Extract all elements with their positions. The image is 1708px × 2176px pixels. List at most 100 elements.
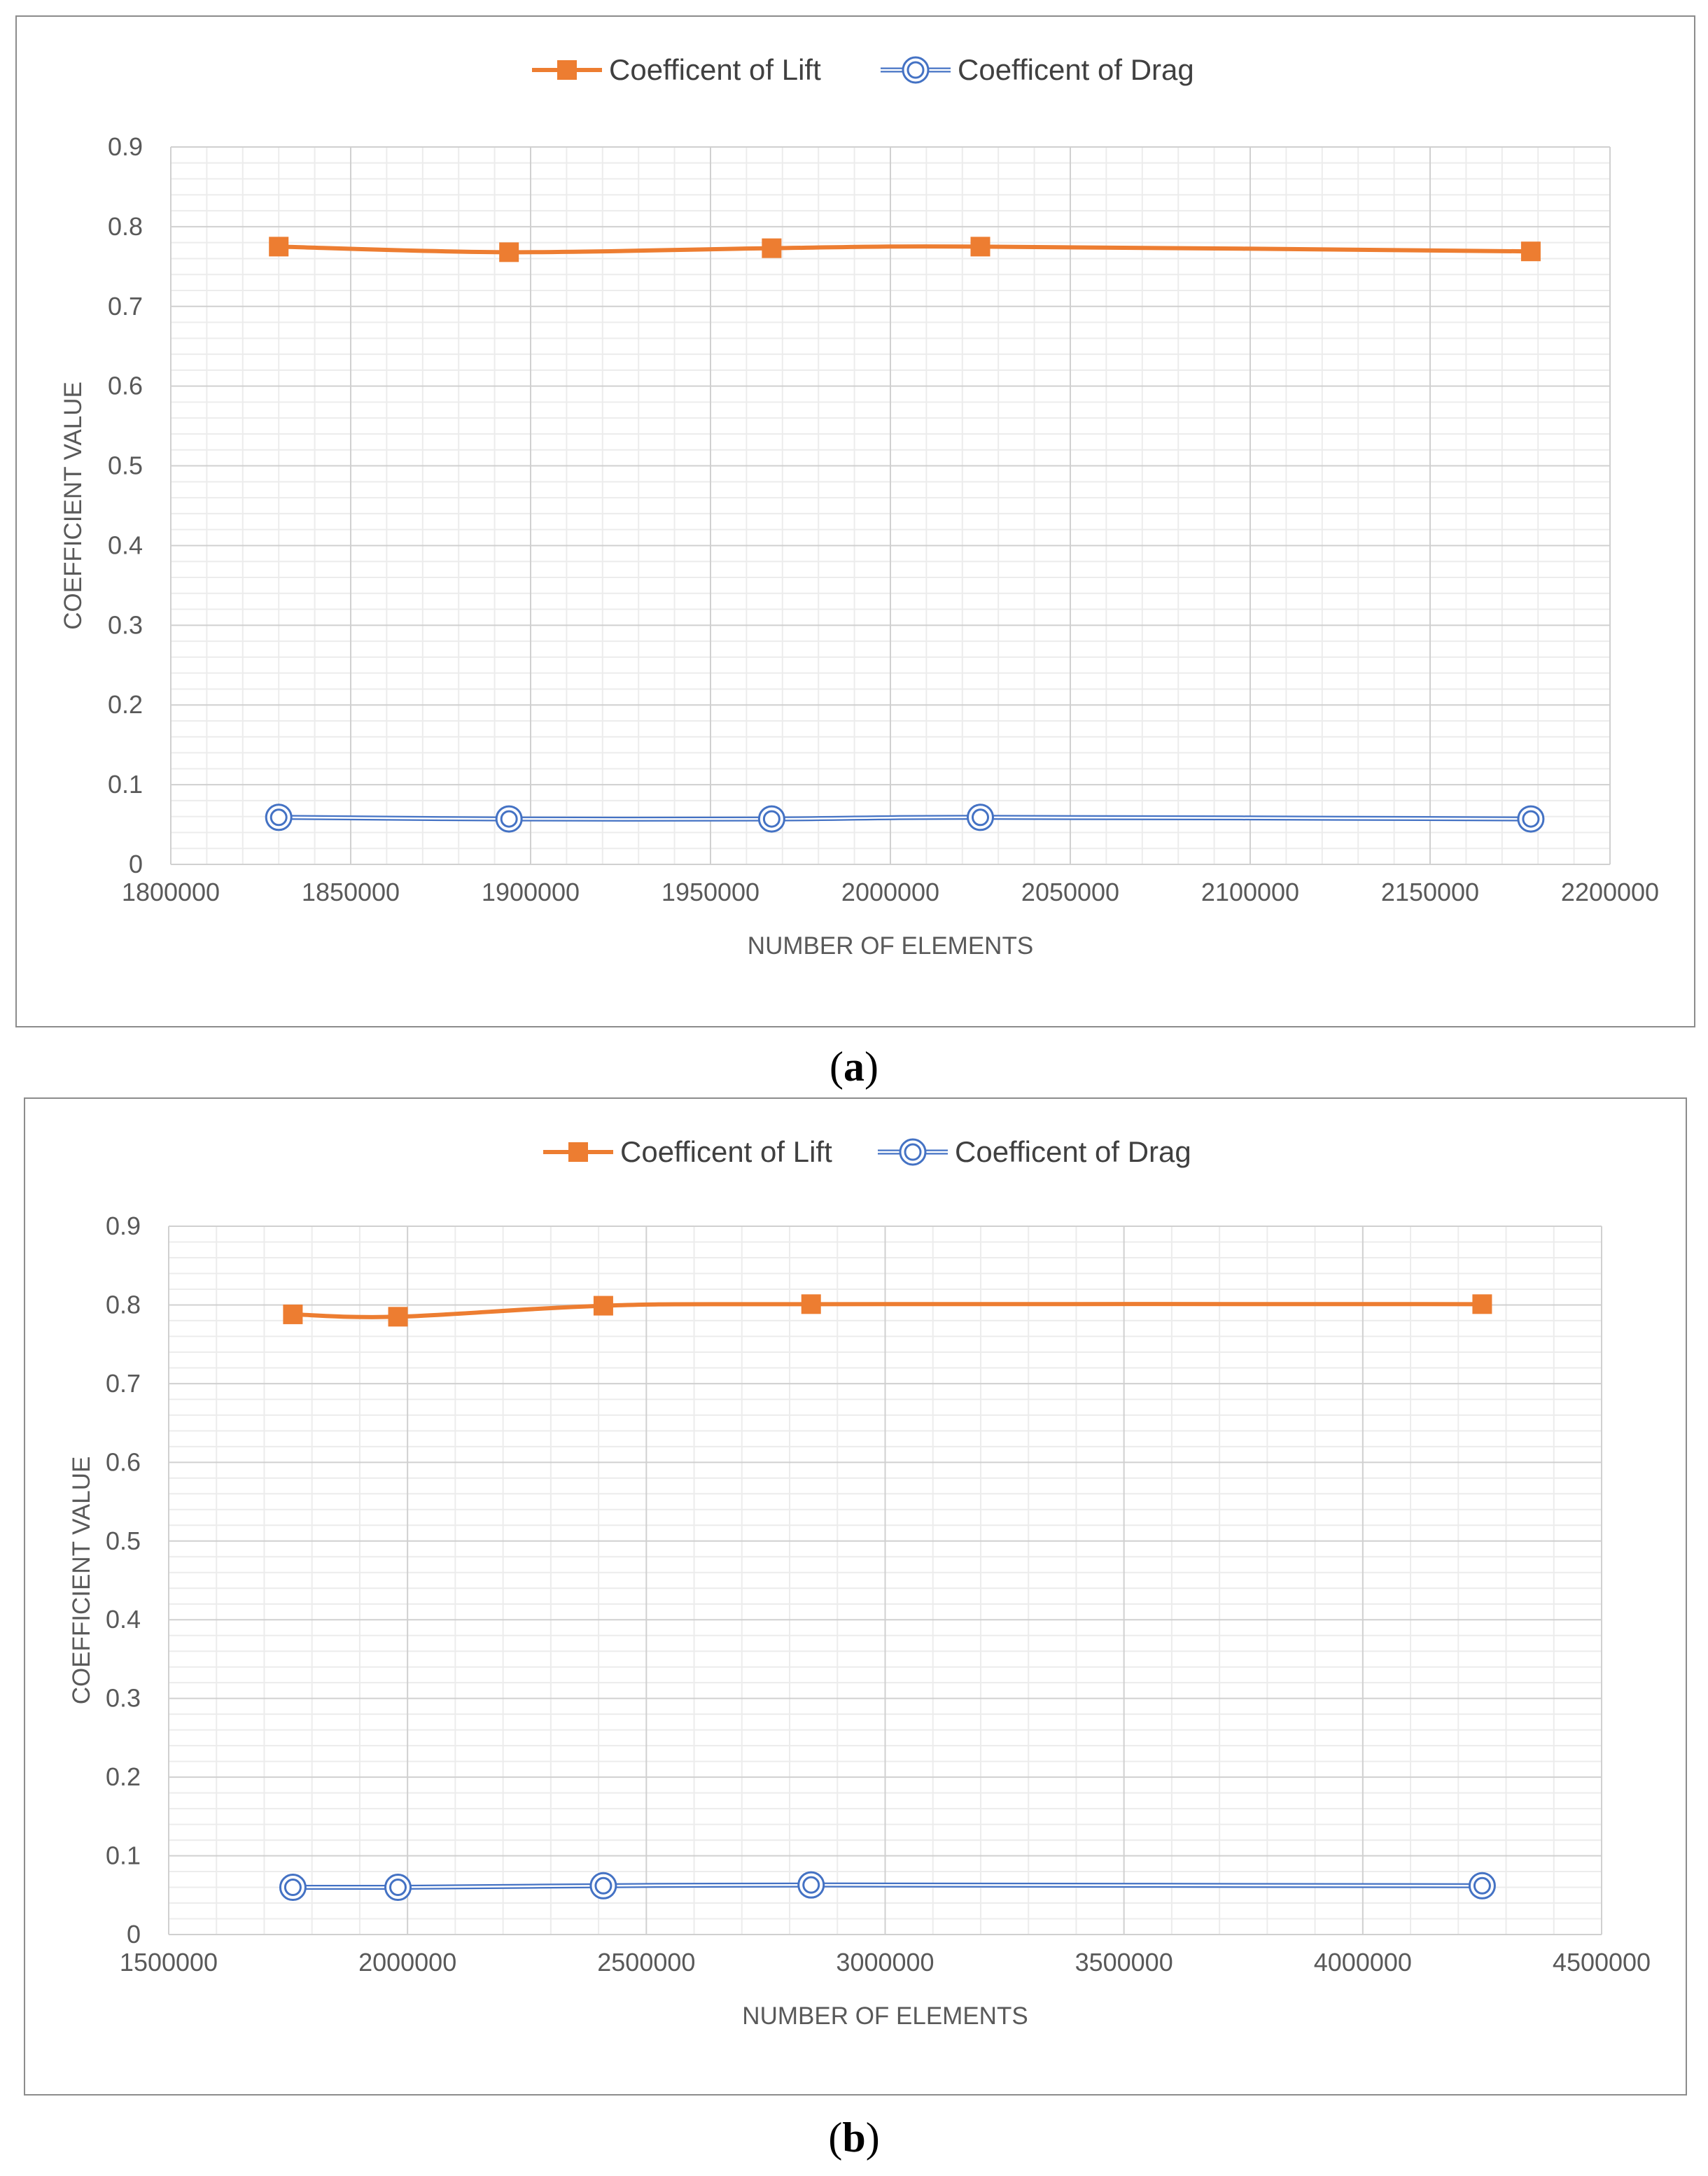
caption-a: (a): [830, 1044, 878, 1090]
x-tick-label: 2200000: [1561, 878, 1659, 906]
legend-lift-marker: [557, 60, 577, 80]
x-tick-label: 2100000: [1201, 878, 1299, 906]
drag-point-inner: [594, 1876, 612, 1895]
legend-drag-label: Coefficent of Drag: [955, 1135, 1191, 1168]
drag-point-outer: [1517, 805, 1545, 833]
x-tick-label: 2500000: [597, 1948, 695, 1977]
series-lift: [269, 237, 1541, 262]
series-drag: [265, 803, 1545, 833]
y-tick-label: 0: [129, 850, 143, 878]
drag-point: [265, 803, 293, 831]
drag-point: [1517, 805, 1545, 833]
drag-point: [279, 1874, 307, 1902]
x-tick-label: 1800000: [122, 878, 220, 906]
y-tick-label: 0.9: [106, 1212, 141, 1240]
x-tick-label: 4500000: [1553, 1948, 1651, 1977]
caption-b-label: b: [842, 2114, 866, 2161]
y-tick-label: 0.7: [106, 1369, 141, 1398]
y-tick-label: 0.4: [106, 1605, 141, 1634]
x-axis-title: NUMBER OF ELEMENTS: [742, 2002, 1028, 2030]
y-tick-label: 0.2: [106, 1762, 141, 1791]
legend-drag-marker-inner: [906, 61, 925, 79]
lift-point: [1472, 1294, 1492, 1314]
lift-point: [593, 1296, 613, 1316]
drag-point-outer: [384, 1874, 412, 1902]
y-tick-label: 0.5: [108, 451, 143, 480]
legend-drag-marker: [902, 56, 930, 84]
drag-point: [797, 1871, 825, 1899]
legend-lift-label: Coefficent of Lift: [609, 53, 821, 86]
drag-point-inner: [284, 1879, 302, 1897]
y-tick-label: 0.6: [108, 372, 143, 400]
drag-point: [967, 803, 994, 831]
y-tick-label: 0.4: [108, 531, 143, 559]
drag-point: [589, 1872, 617, 1900]
y-tick-label: 0.8: [106, 1290, 141, 1319]
chart-panel-a: 1800000 1850000 1900000 1950000 2000000 20500…: [15, 15, 1695, 1027]
drag-point: [384, 1874, 412, 1902]
line-chart-a: 1800000 1850000 1900000 1950000 2000000 20500…: [59, 53, 1659, 960]
drag-point-inner: [972, 808, 989, 827]
y-axis-title: COEFFICIENT VALUE: [59, 381, 87, 630]
series-lift: [283, 1294, 1492, 1327]
legend-drag-marker-inner: [904, 1143, 922, 1161]
drag-point-outer: [279, 1874, 307, 1902]
drag-line-inner: [279, 816, 1531, 820]
x-tick-label: 2000000: [841, 878, 939, 906]
lift-point: [1520, 241, 1541, 262]
y-tick-label: 0.9: [108, 132, 143, 161]
lift-line: [279, 244, 1531, 255]
x-tick-label: 2000000: [358, 1948, 456, 1977]
line-chart-b: 1500000 2000000 2500000 3000000 3500000 40000…: [68, 1135, 1651, 2030]
legend-drag-marker: [899, 1138, 927, 1166]
drag-point-outer: [967, 803, 994, 831]
drag-point-outer: [757, 805, 785, 833]
x-tick-label: 2150000: [1381, 878, 1479, 906]
caption-b: (b): [828, 2114, 880, 2161]
y-tick-label: 0.1: [106, 1841, 141, 1870]
x-tick-label: 1500000: [120, 1948, 218, 1977]
legend-lift-label: Coefficent of Lift: [620, 1135, 832, 1168]
x-tick-label: 3500000: [1075, 1948, 1173, 1977]
drag-point-inner: [500, 810, 518, 828]
drag-point-inner: [1473, 1876, 1491, 1895]
legend: Coefficent of Lift Coefficent of Drag: [532, 53, 1194, 86]
drag-point-inner: [270, 808, 288, 827]
gridlines: [168, 1226, 1602, 1935]
y-tick-label: 0.7: [108, 292, 143, 321]
drag-point: [495, 805, 523, 833]
drag-point-outer: [589, 1872, 617, 1900]
y-tick-label: 0.8: [108, 212, 143, 241]
x-tick-label: 2050000: [1021, 878, 1119, 906]
lift-point: [269, 237, 289, 257]
series-drag: [279, 1871, 1496, 1902]
drag-point: [1468, 1872, 1496, 1900]
x-axis-title: NUMBER OF ELEMENTS: [748, 932, 1033, 960]
drag-point-inner: [762, 810, 780, 828]
chart-panel-b: 1500000 2000000 2500000 3000000 3500000 40000…: [24, 1097, 1687, 2096]
legend-drag-label: Coefficent of Drag: [958, 53, 1194, 86]
drag-point-outer: [1468, 1872, 1496, 1900]
x-tick-label: 1900000: [482, 878, 580, 906]
y-tick-label: 0.6: [106, 1447, 141, 1476]
lift-line: [293, 1302, 1483, 1319]
lift-point: [388, 1307, 408, 1327]
y-axis-title: COEFFICIENT VALUE: [68, 1456, 95, 1705]
drag-point-inner: [802, 1876, 820, 1894]
drag-point-outer: [495, 805, 523, 833]
x-tick-label: 3000000: [836, 1948, 934, 1977]
gridlines: [170, 146, 1611, 865]
lift-point: [970, 237, 990, 257]
y-tick-label: 0.3: [106, 1684, 141, 1713]
lift-point: [283, 1304, 303, 1324]
x-tick-label: 1850000: [302, 878, 400, 906]
lift-point: [762, 238, 782, 258]
x-tick-label: 1950000: [662, 878, 760, 906]
drag-point-outer: [797, 1871, 825, 1899]
lift-point: [499, 242, 519, 262]
x-tick-label: 4000000: [1314, 1948, 1412, 1977]
drag-point-outer: [265, 803, 293, 831]
y-tick-label: 0: [127, 1920, 141, 1949]
y-tick-label: 0.2: [108, 690, 143, 719]
caption-a-label: a: [844, 1044, 864, 1090]
